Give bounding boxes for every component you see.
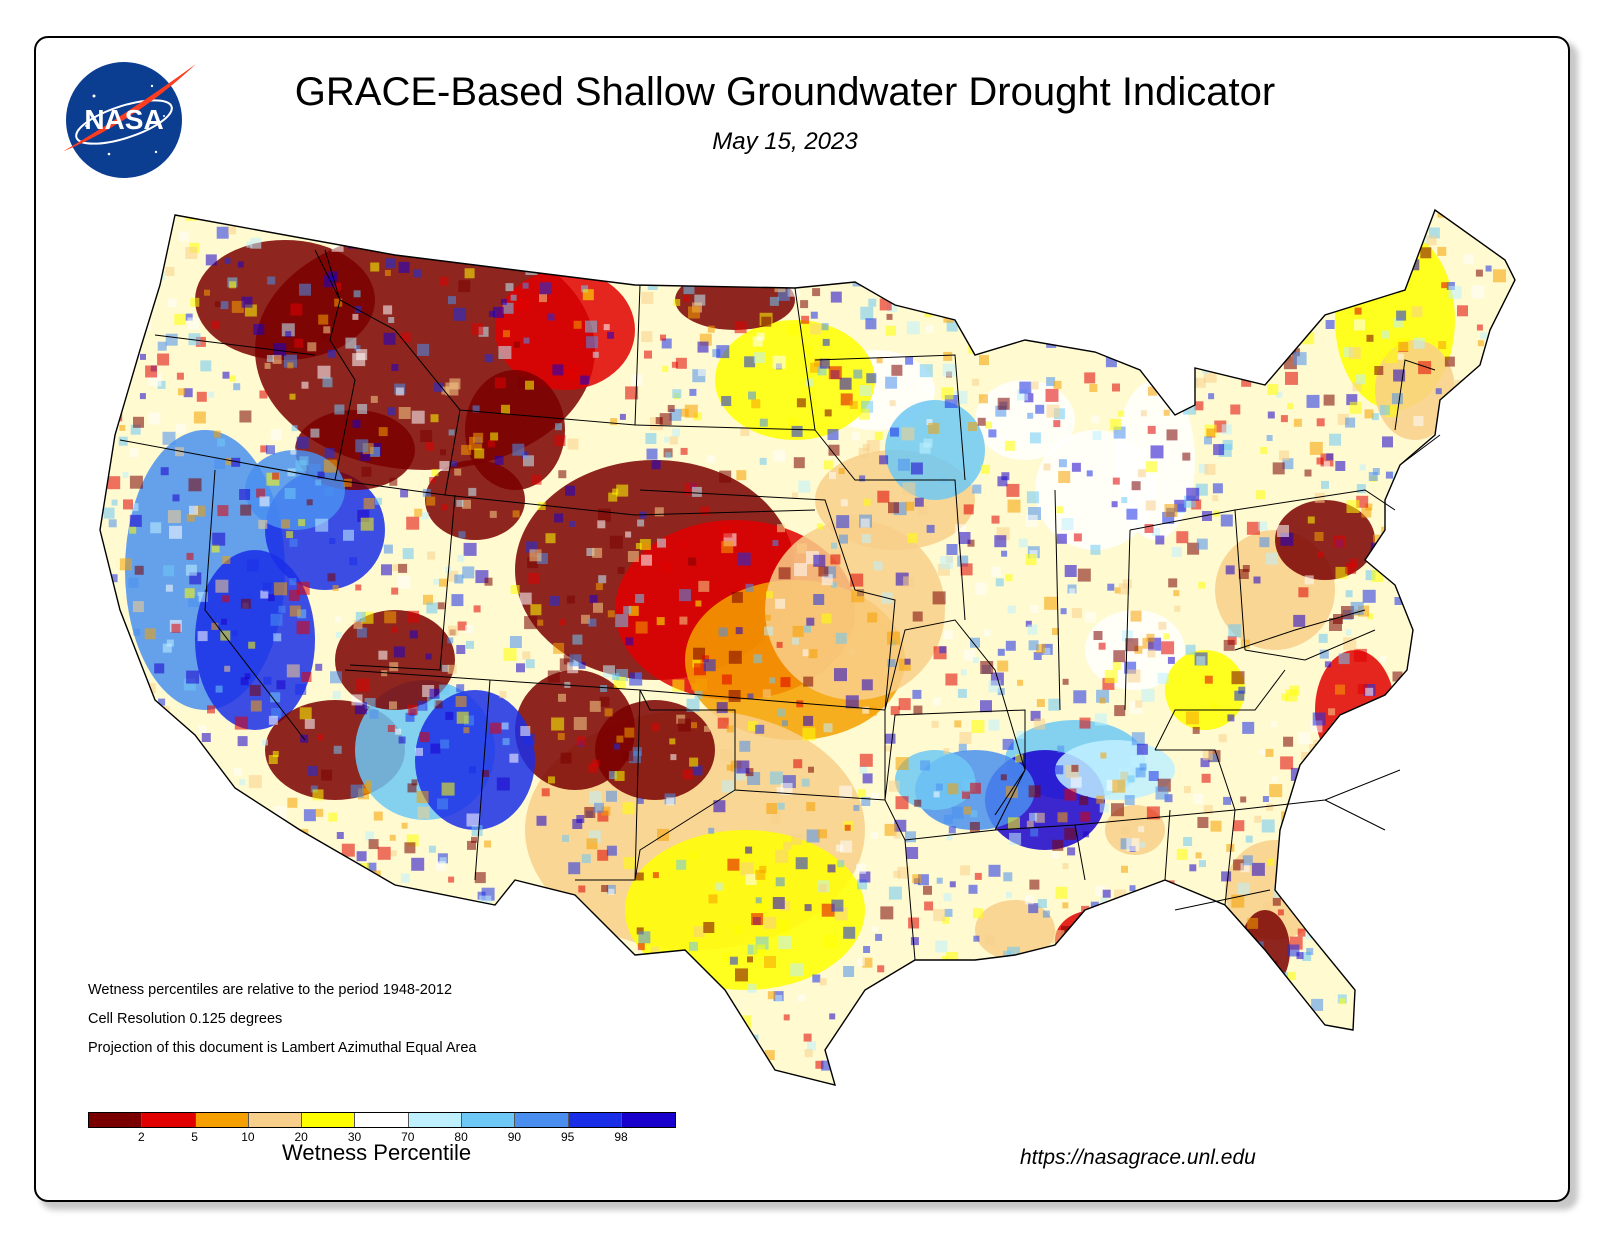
source-url[interactable]: https://nasagrace.unl.edu: [1020, 1146, 1256, 1169]
legend-swatch: [355, 1113, 409, 1127]
note-cell-resolution: Cell Resolution 0.125 degrees: [88, 1011, 283, 1027]
legend-tick-label: 90: [507, 1130, 522, 1144]
legend-swatch: [621, 1113, 676, 1127]
legend-tick-label: 2: [137, 1130, 145, 1144]
nasa-logo: NASA: [64, 62, 196, 178]
legend-swatch: [195, 1113, 249, 1127]
legend-colorbar: [88, 1112, 677, 1128]
legend-tick-label: 95: [561, 1130, 575, 1144]
state-borders: [119, 249, 1441, 961]
legend-tick-label: 98: [614, 1130, 628, 1144]
legend-swatch: [142, 1113, 196, 1127]
legend-tick-label: 20: [294, 1130, 308, 1144]
note-projection: Projection of this document is Lambert A…: [88, 1040, 477, 1056]
map-fill: [100, 210, 1515, 1085]
us-outline: [99, 208, 1516, 1086]
legend-swatch: [408, 1113, 463, 1127]
legend-tick-label: 10: [241, 1130, 255, 1144]
legend-swatch: [462, 1113, 516, 1127]
legend-ticks: 2 5 10 20 30 70 80 90 95 98: [88, 1130, 678, 1146]
map-date: May 15, 2023: [712, 128, 858, 155]
legend-swatch: [568, 1113, 622, 1127]
legend-swatch: [89, 1113, 143, 1127]
legend-title: Wetness Percentile: [282, 1140, 472, 1165]
legend-tick-label: 80: [454, 1130, 468, 1144]
legend-tick-label: 5: [191, 1130, 198, 1144]
groundwater-map: [99, 208, 1516, 1086]
page-title: GRACE-Based Shallow Groundwater Drought …: [294, 70, 1276, 114]
legend-swatch: [515, 1113, 569, 1127]
legend-swatch: [302, 1113, 356, 1127]
legend-swatch: [248, 1113, 303, 1127]
nasa-logo-text: NASA: [84, 104, 163, 135]
map-notes: Wetness percentiles are relative to the …: [88, 982, 476, 1069]
legend-tick-label: 70: [401, 1130, 415, 1144]
orbit-icon: [75, 99, 173, 145]
note-percentile-period: Wetness percentiles are relative to the …: [88, 982, 453, 998]
nasa-logo-disc: [66, 62, 182, 178]
legend-tick-label: 30: [347, 1130, 362, 1144]
